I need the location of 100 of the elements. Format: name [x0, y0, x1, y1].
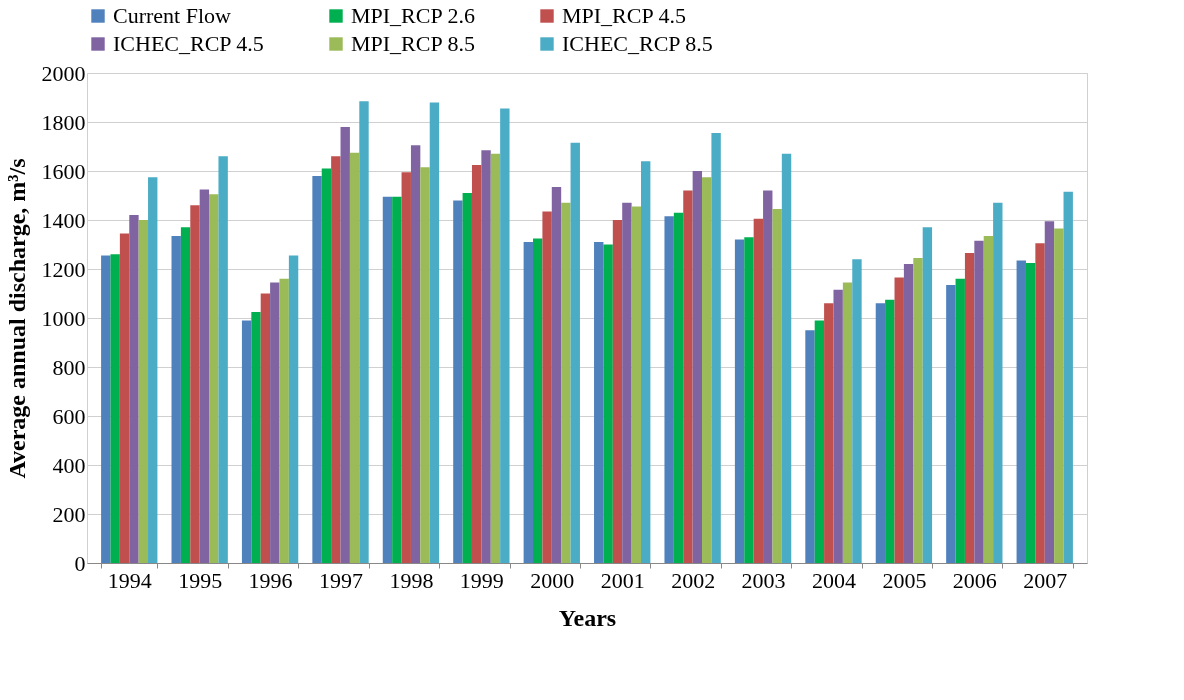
bar: [946, 284, 956, 563]
bar: [359, 101, 369, 563]
x-axis-title: Years: [558, 604, 617, 631]
legend-label: ICHEC_RCP 8.5: [562, 31, 713, 56]
y-tick-label: 1600: [41, 158, 86, 184]
bar: [260, 293, 271, 563]
bar: [533, 238, 543, 563]
bar: [148, 177, 158, 563]
bar: [955, 278, 965, 563]
x-tick-label: 2003: [741, 567, 786, 593]
legend-label: MPI_RCP 8.5: [351, 31, 475, 56]
bar: [561, 202, 571, 563]
y-tick-label: 2000: [41, 60, 86, 86]
bar: [410, 145, 421, 563]
y-axis-title: Average annual discharge, m³/s: [3, 158, 30, 479]
bar: [664, 216, 674, 563]
x-tick-label: 2002: [671, 567, 716, 593]
x-tick-label: 2006: [952, 567, 997, 593]
bar: [631, 206, 641, 563]
bar: [1054, 228, 1064, 563]
bar: [401, 172, 411, 563]
bar: [603, 244, 613, 563]
bar: [1044, 221, 1055, 563]
bar: [711, 133, 721, 563]
y-tick-label: 400: [52, 452, 86, 478]
bar: [1063, 191, 1073, 563]
bar: [382, 196, 393, 563]
bar: [734, 239, 745, 563]
x-tick-label: 2001: [600, 567, 645, 593]
bar: [321, 168, 332, 563]
x-tick-label: 1996: [248, 567, 293, 593]
bar: [420, 167, 430, 563]
y-tick-label: 200: [52, 501, 86, 527]
x-tick-label: 2007: [1023, 567, 1068, 593]
y-tick-label: 0: [74, 550, 86, 576]
bar: [481, 150, 491, 563]
bar: [622, 202, 632, 563]
bar: [542, 211, 552, 563]
bar: [805, 330, 815, 563]
bar: [171, 235, 181, 563]
bar: [270, 282, 280, 563]
x-tick-label: 1997: [319, 567, 364, 593]
bar: [852, 259, 862, 563]
x-tick-label: 2000: [530, 567, 575, 593]
bar: [138, 220, 149, 563]
bar: [922, 227, 933, 563]
bar: [983, 235, 994, 563]
bar: [781, 153, 792, 563]
x-tick-label: 1995: [178, 567, 223, 593]
bar: [594, 242, 604, 563]
bar: [885, 299, 895, 563]
bar: [570, 142, 580, 563]
bar: [683, 190, 693, 563]
bar: [180, 227, 191, 563]
legend-label: MPI_RCP 4.5: [562, 3, 686, 28]
bar: [349, 152, 360, 563]
bar: [964, 253, 975, 563]
bar: [824, 303, 834, 563]
x-tick-label: 1994: [107, 567, 152, 593]
bar: [340, 126, 350, 563]
bar: [673, 212, 684, 563]
x-tick-label: 2005: [882, 567, 927, 593]
bar: [218, 156, 228, 563]
bar: [551, 186, 562, 563]
y-tick-label: 600: [52, 403, 86, 429]
legend-label: Current Flow: [113, 3, 232, 28]
bar: [453, 200, 463, 563]
y-tick-label: 1000: [41, 305, 86, 331]
bar: [312, 175, 322, 563]
bar: [640, 161, 651, 563]
bar: [993, 202, 1003, 563]
bar: [119, 233, 130, 563]
bar: [974, 240, 984, 563]
legend-label: ICHEC_RCP 4.5: [113, 31, 264, 56]
bar: [702, 177, 712, 563]
bar: [692, 171, 703, 563]
bar: [392, 196, 402, 563]
x-tick-label: 2004: [811, 567, 856, 593]
y-tick-label: 1400: [41, 207, 86, 233]
y-tick-label: 1800: [41, 109, 86, 135]
bar: [1035, 243, 1045, 563]
y-tick-label: 1200: [41, 256, 86, 282]
bar: [490, 153, 501, 563]
bar: [209, 194, 219, 563]
bar: [913, 257, 923, 563]
x-tick-label: 1998: [389, 567, 434, 593]
bar: [523, 242, 534, 563]
bar: [903, 264, 914, 563]
bar: [288, 255, 299, 563]
legend-label: MPI_RCP 2.6: [351, 3, 475, 28]
bar: [612, 220, 623, 563]
bar: [500, 108, 510, 563]
bar: [842, 282, 853, 563]
bar: [101, 255, 111, 563]
bar: [1025, 262, 1036, 563]
bar: [331, 156, 341, 563]
bar: [110, 254, 120, 563]
bar: [814, 320, 825, 563]
bar: [199, 189, 210, 563]
bar: [763, 190, 773, 563]
